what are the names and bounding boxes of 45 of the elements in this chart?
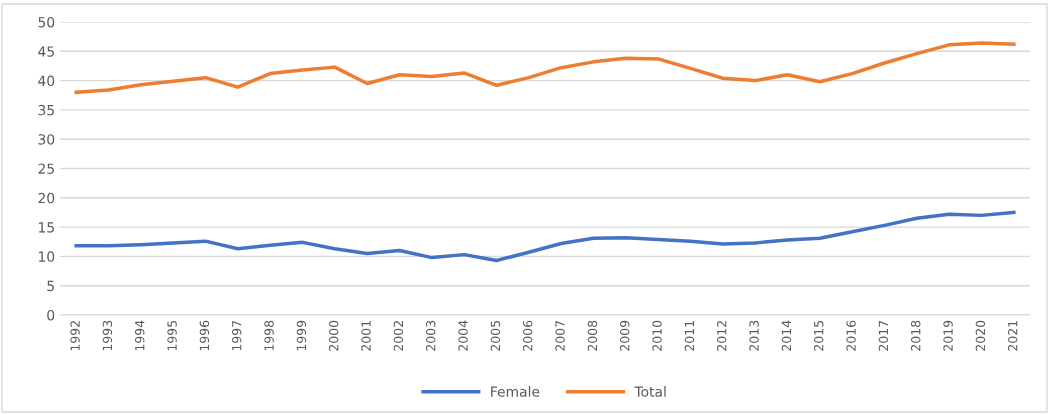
x-tick-label: 2010 — [652, 320, 662, 351]
y-tick-label: 40 — [38, 75, 55, 87]
x-tick-label: 2006 — [523, 320, 533, 351]
x-tick-label: 1993 — [102, 320, 113, 351]
y-tick-label: 20 — [38, 192, 55, 204]
x-tick-label: 2001 — [361, 321, 371, 351]
x-tick-label: 2005 — [490, 320, 501, 351]
y-tick-label: 35 — [38, 104, 54, 116]
x-tick-label: 1997 — [232, 320, 242, 351]
x-tick-label: 2008 — [587, 320, 598, 351]
y-tick-label: 25 — [38, 163, 54, 174]
x-tick-label: 2004 — [458, 320, 468, 351]
x-tick-label: 2014 — [781, 320, 792, 351]
x-tick-label: 2016 — [846, 320, 856, 351]
x-tick-label: 2003 — [426, 320, 436, 351]
x-tick-label: 2009 — [620, 320, 630, 351]
y-tick-label: 50 — [38, 16, 55, 28]
x-tick-label: 2020 — [975, 320, 986, 351]
y-tick-label: 45 — [38, 46, 54, 57]
legend-label: Total — [634, 386, 666, 397]
y-tick-label: 10 — [38, 251, 55, 262]
y-tick-label: 5 — [47, 280, 54, 292]
y-tick-label: 15 — [38, 222, 54, 233]
x-tick-label: 2013 — [749, 320, 759, 351]
x-tick-label: 2021 — [1008, 321, 1018, 351]
x-tick-label: 2000 — [329, 320, 339, 351]
x-tick-label: 1992 — [70, 321, 80, 351]
line-series — [74, 210, 1016, 263]
y-tick-label: 30 — [38, 134, 55, 145]
line-series — [74, 41, 1016, 95]
x-tick-label: 2017 — [878, 320, 889, 351]
x-tick-label: 2011 — [684, 321, 695, 351]
x-tick-label: 2018 — [911, 320, 921, 351]
legend-label: Female — [491, 386, 540, 397]
x-tick-label: 2012 — [717, 321, 727, 351]
x-tick-label: 1995 — [167, 320, 177, 351]
x-tick-label: 1999 — [296, 320, 307, 351]
x-tick-label: 2002 — [393, 321, 404, 351]
x-tick-label: 2007 — [555, 320, 565, 351]
x-tick-label: 1996 — [199, 320, 210, 351]
x-tick-label: 1998 — [264, 320, 274, 351]
x-tick-label: 1994 — [135, 320, 145, 351]
x-tick-label: 2019 — [943, 320, 953, 351]
x-tick-label: 2015 — [814, 320, 824, 351]
y-tick-label: 0 — [47, 309, 55, 321]
